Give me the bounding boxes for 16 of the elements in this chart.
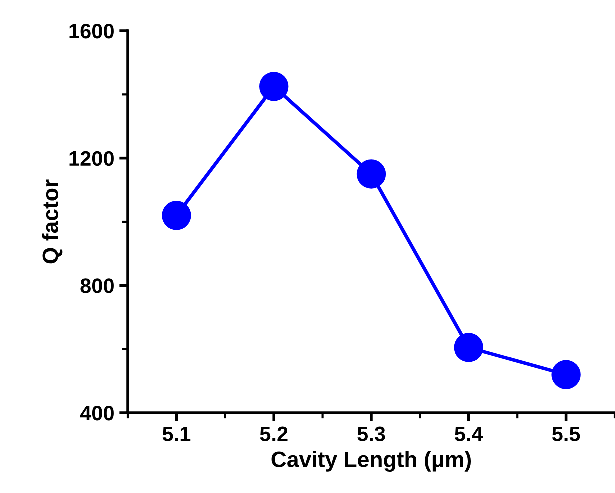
x-tick-label: 5.3 <box>358 426 386 442</box>
y-tick-label: 400 <box>80 406 114 421</box>
point <box>356 160 386 189</box>
point <box>552 360 581 390</box>
y-tick-label: 800 <box>80 278 114 294</box>
x-tick-label: 5.5 <box>552 426 580 442</box>
y-tick-label: 1200 <box>70 151 114 166</box>
y-axis-title: Q factor <box>42 180 63 264</box>
x-tick-label: 5.2 <box>260 426 288 442</box>
y-tick-label: 1600 <box>70 24 114 39</box>
x-tick-label: 5.1 <box>162 426 191 442</box>
x-axis-title: Cavity Length (μm) <box>272 451 472 472</box>
point <box>162 201 192 230</box>
point <box>260 72 289 102</box>
point <box>454 333 484 362</box>
x-tick-label: 5.4 <box>455 426 484 442</box>
